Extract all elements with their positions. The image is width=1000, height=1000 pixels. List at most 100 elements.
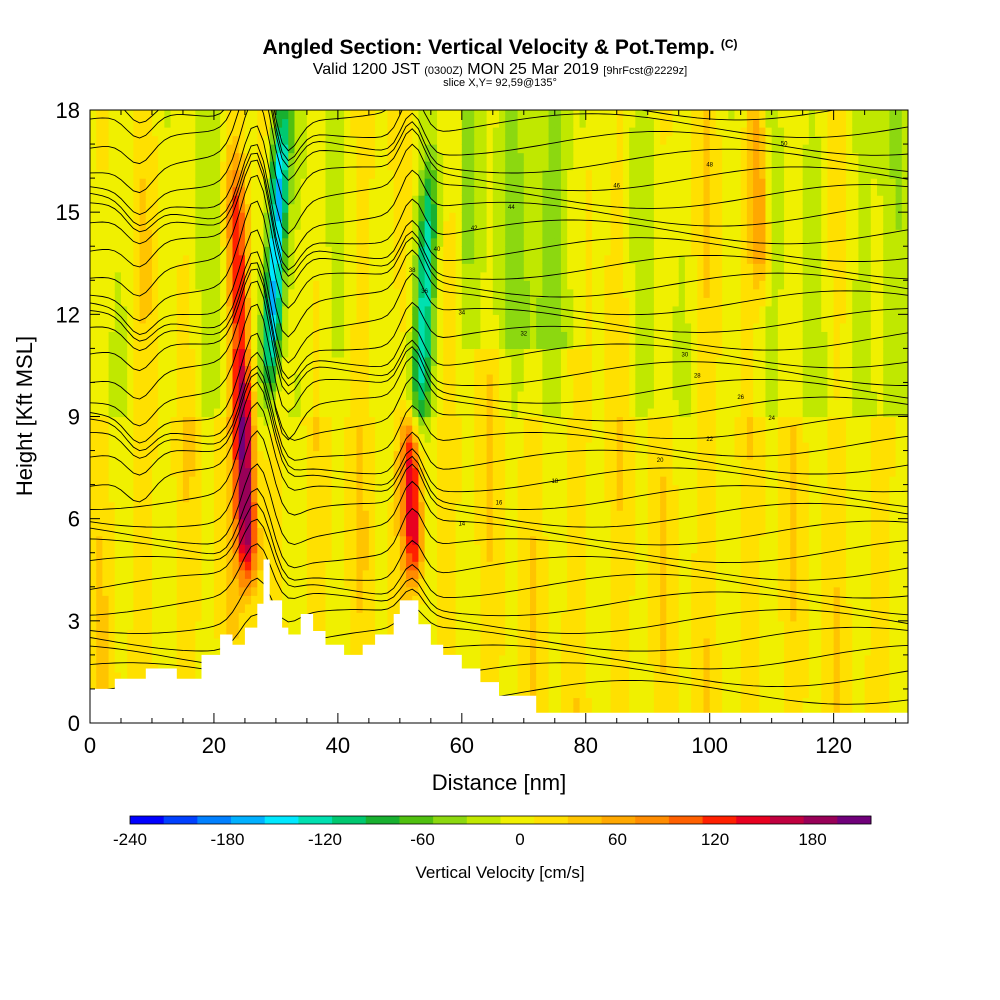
heat-cell [375, 518, 382, 528]
heat-cell [275, 535, 283, 545]
heat-cell [381, 629, 389, 639]
heat-cell [251, 603, 258, 613]
heat-cell [127, 288, 134, 298]
heat-cell [244, 501, 252, 511]
heat-cell [424, 586, 432, 596]
heat-cell [244, 561, 252, 571]
heat-cell [263, 305, 271, 315]
heat-cell [257, 271, 265, 281]
heat-cell [145, 271, 153, 281]
heat-cell [275, 220, 283, 230]
heat-cell [368, 544, 376, 554]
heat-cell [170, 135, 178, 145]
heat-cell [461, 339, 469, 349]
heat-cell [201, 407, 209, 418]
heat-cell [406, 263, 413, 273]
heat-cell [399, 442, 407, 452]
heat-cell [114, 127, 122, 137]
heat-cell [300, 144, 308, 154]
heat-cell [412, 135, 420, 145]
heat-cell [430, 467, 438, 477]
heat-cell [133, 229, 141, 239]
heat-cell [90, 331, 97, 341]
heat-cell [313, 620, 320, 630]
heat-cell [412, 203, 420, 213]
heat-cell [257, 459, 265, 469]
heat-cell [455, 578, 463, 588]
heat-cell [201, 416, 209, 426]
heat-cell [182, 595, 190, 605]
heat-cell [182, 118, 190, 128]
heat-cell [325, 637, 333, 647]
heat-cell [449, 161, 457, 171]
heat-cell [511, 186, 519, 196]
heat-cell [486, 544, 494, 554]
heat-cell [158, 186, 165, 196]
heat-cell [257, 510, 265, 520]
heat-cell [220, 237, 227, 247]
heat-cell [492, 654, 500, 664]
heat-cell [220, 467, 227, 477]
heat-cell [238, 416, 246, 426]
heat-cell [96, 271, 103, 281]
heat-cell [499, 169, 506, 179]
heat-cell [511, 578, 519, 588]
heat-cell [108, 212, 116, 222]
heat-cell [251, 110, 258, 120]
heat-cell [517, 603, 525, 613]
heat-cell [344, 212, 351, 222]
heat-cell [486, 229, 494, 239]
heat-cell [499, 314, 506, 324]
heat-cell [517, 578, 525, 588]
heat-cell [492, 280, 500, 290]
heat-cell [238, 203, 246, 213]
heat-cell [207, 356, 215, 367]
heat-cell [133, 144, 141, 154]
heat-cell [480, 246, 488, 256]
heat-cell [306, 493, 314, 503]
heat-cell [511, 169, 519, 179]
heat-cell [127, 118, 134, 128]
heat-cell [220, 416, 227, 426]
heat-cell [337, 331, 345, 341]
heat-cell [418, 527, 426, 537]
heat-cell [170, 356, 178, 367]
heat-cell [430, 501, 438, 511]
heat-cell [282, 493, 289, 503]
heat-cell [449, 603, 457, 613]
heat-cell [430, 186, 438, 196]
heat-cell [505, 152, 512, 162]
heat-cell [480, 493, 488, 503]
heat-cell [244, 314, 252, 324]
heat-cell [344, 322, 351, 332]
heat-cell [232, 373, 240, 384]
heat-cell [151, 127, 159, 137]
heat-cell [461, 450, 469, 460]
heat-cell [362, 484, 370, 494]
heat-cell [288, 229, 296, 239]
heat-cell [127, 586, 134, 596]
heat-cell [337, 493, 345, 503]
heat-cell [176, 229, 184, 239]
heat-cell [151, 476, 159, 486]
heat-cell [145, 586, 153, 596]
heat-cell [412, 127, 420, 137]
heat-cell [90, 297, 97, 307]
heat-cell [114, 135, 122, 145]
heat-cell [362, 246, 370, 256]
heat-cell [337, 535, 345, 545]
heat-cell [368, 118, 376, 128]
heat-cell [486, 476, 494, 486]
heat-cell [492, 629, 500, 639]
heat-cell [114, 356, 122, 367]
heat-cell [492, 297, 500, 307]
heat-cell [499, 527, 506, 537]
heat-cell [251, 612, 258, 622]
heat-cell [145, 169, 153, 179]
heat-cell [251, 595, 258, 605]
heat-cell [375, 169, 382, 179]
heat-cell [325, 629, 333, 639]
heat-cell [244, 365, 252, 375]
heat-cell [127, 237, 134, 247]
slice-info: slice X,Y= 92,59@135° [443, 77, 557, 89]
